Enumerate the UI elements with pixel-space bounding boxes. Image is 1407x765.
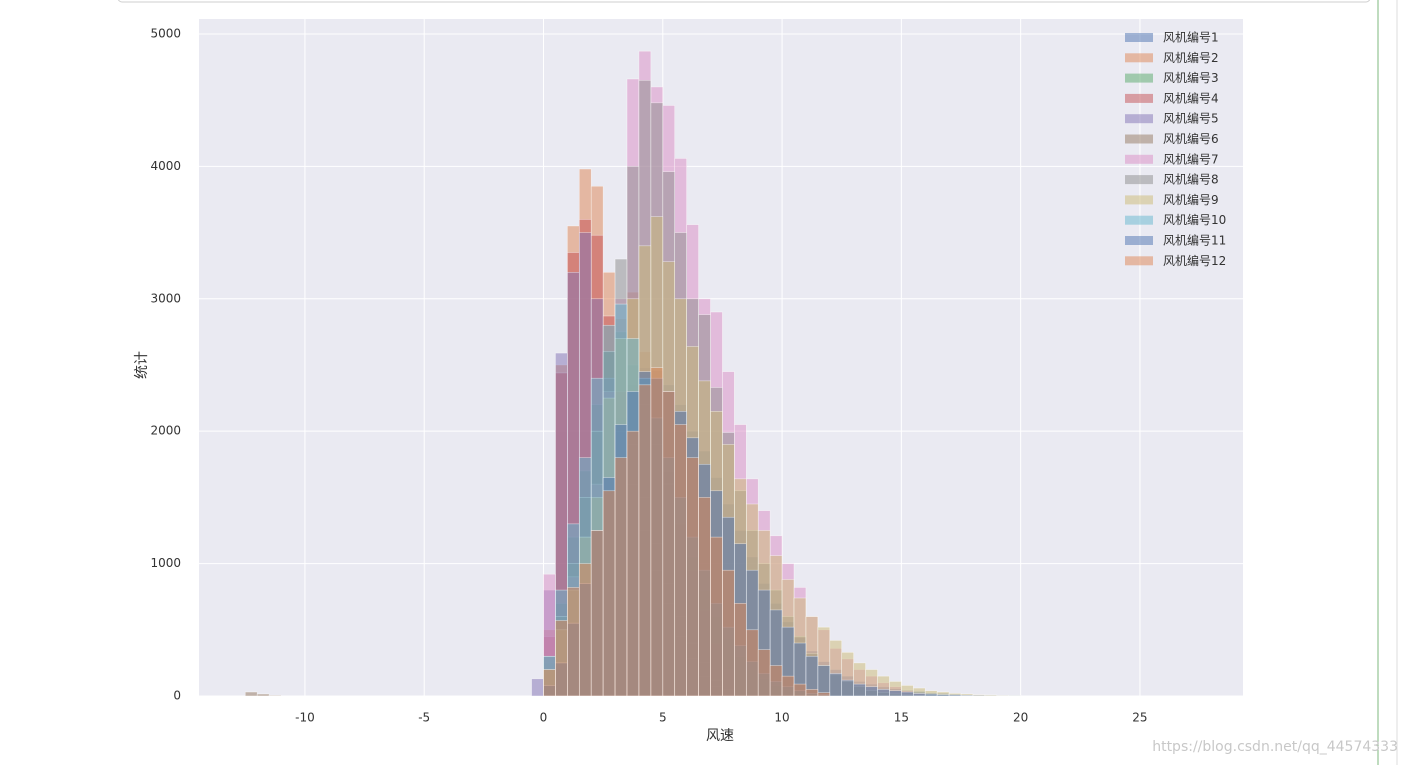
bar [650, 367, 664, 697]
x-tick-label: 20 [1013, 711, 1028, 725]
x-tick-label: 0 [540, 711, 548, 725]
bar [817, 692, 831, 697]
bar [865, 686, 878, 697]
bar [769, 665, 783, 697]
legend-swatch [1125, 114, 1153, 124]
bar [829, 673, 843, 697]
legend-label: 风机编号1 [1163, 30, 1219, 45]
bar [674, 424, 687, 697]
x-axis-label: 风速 [706, 728, 734, 744]
legend-swatch [1125, 195, 1153, 205]
bar [638, 384, 652, 697]
legend-label: 风机编号4 [1163, 90, 1219, 105]
legend-label: 风机编号11 [1163, 233, 1226, 248]
legend-swatch [1125, 236, 1153, 245]
watermark: https://blog.csdn.net/qq_44574333 [1152, 739, 1398, 755]
legend-swatch [1125, 33, 1153, 42]
y-tick-label: 1000 [150, 556, 181, 570]
bar [757, 649, 771, 697]
legend-swatch [1125, 175, 1153, 185]
legend-label: 风机编号9 [1163, 192, 1219, 207]
legend-swatch [1125, 154, 1153, 164]
bar [626, 430, 640, 697]
ticks: -10 -5 0 5 10 15 20 25 0 1000 2000 3000 4000 5000 [150, 26, 1147, 724]
x-tick-label: -5 [418, 711, 430, 725]
bar [924, 693, 938, 697]
bar [841, 679, 854, 697]
bar [578, 563, 592, 697]
x-tick-label: 15 [894, 711, 909, 725]
legend-label: 风机编号2 [1163, 50, 1219, 65]
bar [543, 669, 556, 697]
bar [912, 693, 926, 697]
y-tick-label: 2000 [150, 424, 181, 438]
bar [256, 693, 270, 697]
x-tick-label: 10 [774, 711, 789, 725]
bar [817, 665, 831, 697]
bar [602, 490, 616, 697]
bar [853, 683, 866, 697]
bar [734, 603, 747, 697]
legend-label: 风机编号12 [1163, 253, 1226, 268]
bar [877, 689, 890, 697]
bar [960, 695, 974, 697]
x-tick-label: 25 [1132, 711, 1147, 725]
legend-label: 风机编号10 [1163, 212, 1226, 227]
bar [805, 689, 819, 697]
legend-swatch [1125, 256, 1153, 266]
bar [889, 690, 902, 697]
bars [244, 50, 1021, 697]
bar [531, 678, 544, 697]
bar [710, 536, 723, 697]
legend-label: 风机编号7 [1163, 151, 1219, 166]
bar [268, 695, 282, 697]
bar [793, 683, 807, 697]
y-tick-label: 3000 [150, 291, 181, 305]
bar [745, 629, 759, 697]
legend-label: 风机编号5 [1163, 111, 1219, 126]
x-tick-label: 5 [659, 711, 667, 725]
bar [948, 694, 962, 697]
legend-label: 风机编号8 [1163, 172, 1219, 187]
cell-border [117, 0, 1371, 3]
legend: 风机编号1 风机编号2 风机编号3 风机编号4 风机编号5 风机编号6 风机编号7 风机编号8… [1125, 30, 1226, 268]
x-tick-label: -10 [295, 711, 315, 725]
bar [722, 569, 735, 697]
bar [698, 497, 711, 697]
bar [686, 457, 699, 697]
legend-swatch [1125, 134, 1153, 144]
bar [614, 457, 628, 697]
y-tick-label: 4000 [150, 159, 181, 173]
bar [662, 391, 676, 697]
legend-swatch [1125, 73, 1153, 83]
bar [567, 587, 580, 697]
y-axis-label: 统计 [134, 351, 150, 379]
bar [244, 691, 258, 697]
bar [781, 675, 795, 697]
legend-label: 风机编号6 [1163, 131, 1219, 146]
bar [936, 694, 950, 697]
legend-swatch [1125, 215, 1153, 225]
y-tick-label: 0 [173, 689, 181, 703]
legend-swatch [1125, 93, 1153, 103]
legend-swatch [1125, 53, 1153, 63]
bar [555, 620, 568, 697]
y-tick-label: 5000 [150, 26, 181, 40]
legend-label: 风机编号3 [1163, 70, 1219, 85]
bar [590, 530, 604, 697]
bar [901, 691, 914, 697]
